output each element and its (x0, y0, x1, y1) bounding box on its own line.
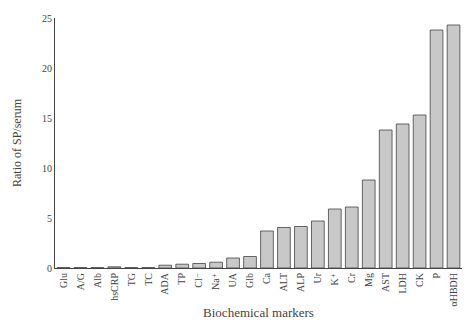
svg-text:LDH: LDH (397, 273, 408, 294)
svg-text:ADA: ADA (159, 272, 170, 294)
svg-text:K⁺: K⁺ (329, 273, 340, 286)
svg-text:Alb: Alb (92, 273, 103, 288)
svg-text:A/G: A/G (75, 273, 86, 290)
svg-text:Ur: Ur (312, 272, 323, 283)
svg-text:UA: UA (227, 272, 238, 287)
svg-text:ALT: ALT (278, 273, 289, 292)
svg-text:hsCRP: hsCRP (109, 273, 120, 301)
svg-text:Ratio of SP/serum: Ratio of SP/serum (10, 98, 24, 187)
svg-text:Biochemical markers: Biochemical markers (203, 305, 314, 320)
svg-text:25: 25 (42, 13, 52, 24)
svg-text:P: P (431, 273, 442, 279)
svg-text:Cl⁻: Cl⁻ (193, 273, 204, 288)
svg-text:15: 15 (42, 113, 52, 124)
svg-text:5: 5 (47, 213, 52, 224)
svg-text:20: 20 (42, 63, 52, 74)
svg-text:Cr: Cr (346, 272, 357, 283)
svg-text:TP: TP (176, 273, 187, 285)
svg-text:CK: CK (414, 272, 425, 287)
svg-text:Ca: Ca (261, 272, 272, 284)
svg-text:Glu: Glu (58, 273, 69, 288)
svg-text:TG: TG (126, 273, 137, 286)
svg-text:0: 0 (47, 263, 52, 274)
svg-text:ALP: ALP (295, 273, 306, 292)
svg-text:Glb: Glb (244, 273, 255, 288)
svg-text:Mg: Mg (363, 273, 374, 287)
svg-text:TC: TC (143, 273, 154, 286)
svg-text:AST: AST (380, 273, 391, 292)
svg-text:Na⁺: Na⁺ (210, 273, 221, 290)
svg-text:10: 10 (42, 163, 52, 174)
svg-text:αHBDH: αHBDH (448, 273, 459, 307)
